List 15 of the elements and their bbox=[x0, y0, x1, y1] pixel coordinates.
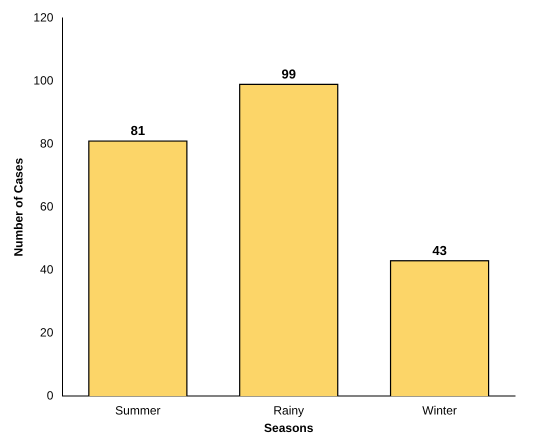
x-tick-label: Rainy bbox=[273, 404, 304, 418]
y-tick-label: 20 bbox=[40, 326, 54, 340]
x-tick-label: Summer bbox=[115, 404, 161, 418]
data-label: 99 bbox=[281, 66, 296, 82]
data-label: 81 bbox=[130, 123, 146, 138]
y-tick-label: 100 bbox=[33, 74, 54, 88]
y-axis-title: Number of Cases bbox=[12, 158, 26, 257]
x-tick-label: Winter bbox=[422, 404, 457, 418]
y-tick-label: 120 bbox=[33, 10, 54, 25]
y-tick-label: 60 bbox=[40, 200, 54, 214]
x-axis-title: Seasons bbox=[264, 421, 314, 436]
data-label: 43 bbox=[432, 242, 447, 258]
y-tick-label: 80 bbox=[40, 136, 54, 151]
y-tick-label: 0 bbox=[46, 388, 54, 403]
y-tick-label: 40 bbox=[40, 262, 54, 277]
